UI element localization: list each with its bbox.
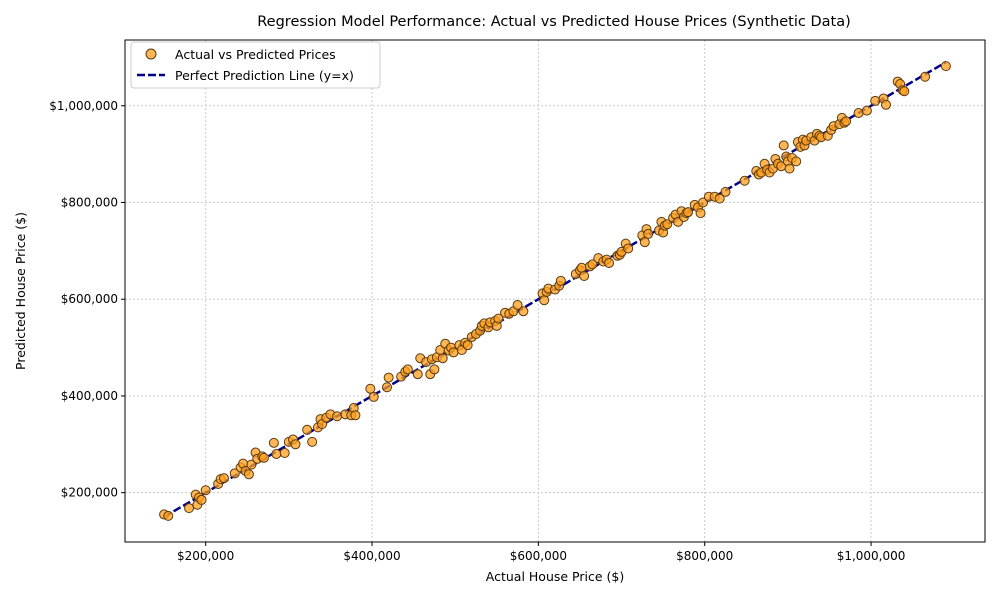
x-axis: $200,000 $400,000 $600,000 $800,000 $1,000,0… [177,542,905,563]
data-points [159,61,951,521]
data-point [899,86,910,97]
data-point [412,369,423,380]
legend: Actual vs Predicted Prices Perfect Predi… [130,41,381,89]
data-point [368,391,379,402]
data-point [258,452,269,463]
data-point [683,207,694,218]
data-point [576,262,587,273]
y-tick-label: $600,000 [61,292,118,306]
data-point [662,219,673,230]
y-axis-title: Predicted House Price ($) [13,212,28,370]
data-point [429,364,440,375]
x-tick-label: $200,000 [177,549,234,563]
legend-box [130,41,381,89]
x-axis-title: Actual House Price ($) [486,569,624,584]
data-point [778,140,789,151]
data-point [920,71,931,82]
data-point [184,503,195,514]
data-point [462,340,473,351]
data-point [268,437,279,448]
data-point [383,372,394,383]
data-point [698,197,709,208]
data-point [512,300,523,311]
data-point [539,295,550,306]
data-point [881,99,892,110]
data-point [200,485,211,496]
data-point [271,448,282,459]
data-point [332,411,343,422]
legend-scatter-marker [145,48,157,60]
y-axis: $200,000 $400,000 $600,000 $800,000 $1,000,0… [49,99,125,500]
data-point [841,116,852,127]
x-tick-label: $400,000 [343,549,400,563]
legend-scatter-label: Actual vs Predicted Prices [175,47,336,62]
y-tick-label: $800,000 [61,195,118,209]
data-point [784,163,795,174]
data-point [365,383,376,394]
data-point [493,313,504,324]
data-point [791,156,802,167]
data-point [604,257,615,268]
data-point [623,243,634,254]
plot-frame [124,39,986,543]
data-point [163,510,174,521]
chart-title: Regression Model Performance: Actual vs … [257,14,851,30]
y-tick-label: $1,000,000 [49,99,118,113]
data-point [720,186,731,197]
x-tick-label: $800,000 [676,549,733,563]
data-point [437,353,448,364]
y-tick-label: $400,000 [61,389,118,403]
data-point [587,259,598,270]
data-point [302,424,313,435]
data-point [861,105,872,116]
grid [125,40,985,542]
data-point [714,193,725,204]
data-point [279,448,290,459]
data-point [555,275,566,286]
data-point [643,228,654,239]
data-point [196,494,207,505]
data-point [218,473,229,484]
data-point [639,237,650,248]
data-point [381,382,392,393]
data-point [853,108,864,119]
x-tick-label: $1,000,000 [837,549,906,563]
data-point [246,459,257,470]
data-point [579,271,590,282]
legend-line-label: Perfect Prediction Line (y=x) [175,68,354,83]
data-point [940,61,951,72]
y-tick-label: $200,000 [61,486,118,500]
data-point [739,175,750,186]
data-point [695,208,706,219]
data-point [229,468,240,479]
x-tick-label: $600,000 [510,549,567,563]
data-point [350,410,361,421]
data-point [518,306,529,317]
data-point [290,439,301,450]
data-point [870,95,881,106]
data-point [307,436,318,447]
data-point [243,469,254,480]
data-point [402,364,413,375]
